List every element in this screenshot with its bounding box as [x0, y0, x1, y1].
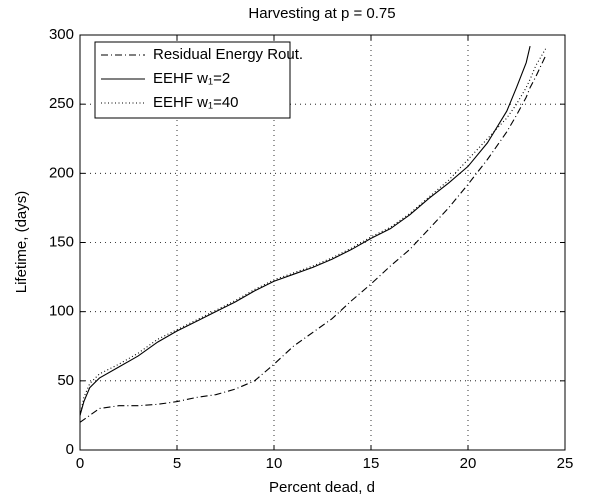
y-tick-label: 100: [49, 303, 74, 320]
y-tick-label: 200: [49, 164, 74, 181]
legend-label: EEHF w₁=2: [153, 70, 230, 87]
y-tick-label: 50: [57, 372, 74, 389]
x-tick-label: 20: [460, 455, 477, 472]
legend-box: [94, 41, 291, 119]
x-tick-label: 15: [363, 455, 380, 472]
series-line: [79, 55, 547, 423]
legend-label: EEHF w₁=40: [153, 94, 239, 111]
x-tick-label: 0: [76, 455, 84, 472]
series-line: [79, 45, 531, 416]
y-tick-label: 300: [49, 26, 74, 43]
x-tick-label: 25: [557, 455, 574, 472]
y-tick-label: 150: [49, 233, 74, 250]
x-axis-label: Percent dead, d: [269, 479, 375, 496]
x-tick-label: 5: [173, 455, 181, 472]
y-tick-label: 250: [49, 95, 74, 112]
plot-frame: [79, 34, 566, 451]
y-axis-label: Lifetime, (days): [13, 191, 30, 294]
x-tick-label: 10: [266, 455, 283, 472]
legend-label: Residual Energy Rout.: [153, 46, 303, 63]
chart-title: Harvesting at p = 0.75: [248, 5, 395, 22]
y-tick-label: 0: [66, 441, 74, 458]
